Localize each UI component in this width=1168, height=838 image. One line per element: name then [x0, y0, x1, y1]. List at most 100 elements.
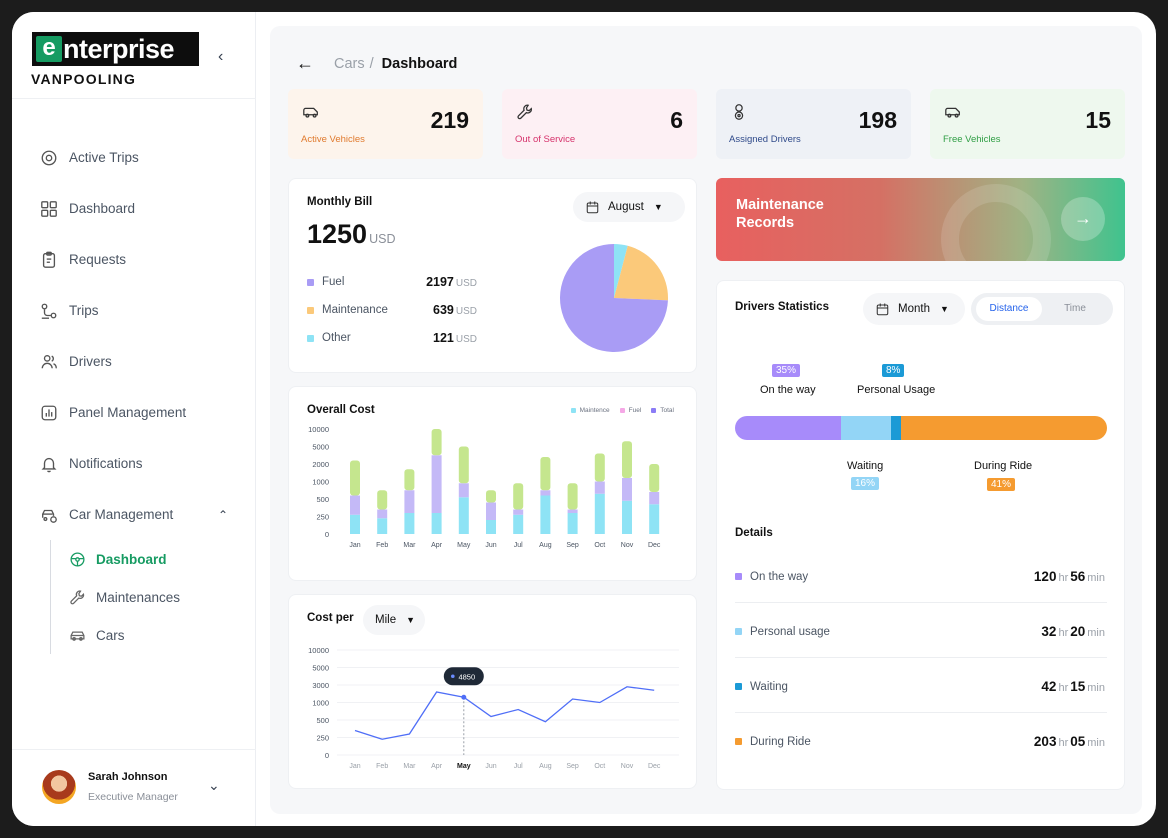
minutes: 56 — [1070, 569, 1086, 584]
bar-segment — [377, 509, 388, 519]
x-tick-label: Aug — [539, 542, 552, 549]
chevron-up-icon[interactable]: ⌃ — [217, 507, 228, 522]
period-select[interactable]: Month ▼ — [863, 293, 965, 325]
bar-segment — [377, 490, 388, 510]
maintenance-records-banner[interactable]: Maintenance Records → — [716, 178, 1125, 261]
legend-item: Total — [651, 407, 674, 414]
submenu-item-maintenances[interactable]: Maintenances — [51, 578, 240, 616]
sidebar-item-dashboard[interactable]: Dashboard — [40, 183, 240, 234]
bar-segment-waiting — [841, 416, 892, 440]
bar-segment — [404, 469, 415, 491]
sidebar-item-active-trips[interactable]: Active Trips — [40, 132, 240, 183]
sidebar-item-requests[interactable]: Requests — [40, 234, 240, 285]
detail-row: On the way 120 hr 56 min — [735, 569, 1107, 584]
stat-card-free-vehicles[interactable]: 15 Free Vehicles — [930, 89, 1125, 159]
legend-item: Fuel — [619, 407, 642, 414]
bill-row-amount: 639 USD — [433, 303, 477, 317]
legend-label: Fuel — [628, 407, 642, 414]
detail-time: 203 hr 05 min — [1034, 734, 1107, 749]
x-tick-label: Jul — [514, 542, 523, 549]
minutes-unit: min — [1087, 572, 1105, 584]
pie-slice-fuel — [560, 244, 668, 352]
detail-label: Personal usage — [750, 625, 830, 638]
gear-icon — [941, 184, 1051, 261]
logo-word: nterprise — [63, 34, 175, 64]
y-tick-label: 1000 — [312, 699, 329, 708]
sidebar-item-panel-management[interactable]: Panel Management — [40, 387, 240, 438]
minutes: 15 — [1070, 679, 1086, 694]
bar-segment — [458, 497, 469, 534]
submenu-item-dashboard[interactable]: Dashboard — [51, 540, 240, 578]
detail-row: Personal usage 32 hr 20 min — [735, 624, 1107, 639]
pct-badge-during-ride: 41% — [987, 478, 1016, 491]
bar-segment-personal-usage — [891, 416, 901, 440]
legend-swatch — [619, 408, 625, 413]
bar-segment — [649, 504, 660, 534]
stat-label: Free Vehicles — [943, 134, 1001, 145]
sidebar-item-label: Car Management — [69, 507, 174, 522]
sidebar-item-label: Drivers — [69, 354, 112, 369]
toggle-time[interactable]: Time — [1064, 303, 1086, 314]
sidebar-item-label: Notifications — [69, 456, 143, 471]
y-tick-label: 250 — [316, 513, 329, 522]
legend-label: Maintence — [579, 407, 610, 414]
sidebar-item-notifications[interactable]: Notifications — [40, 438, 240, 489]
x-tick-label: Mar — [403, 542, 416, 549]
y-tick-label: 250 — [316, 734, 329, 743]
highlight-point[interactable] — [461, 694, 467, 700]
stat-card-out-of-service[interactable]: 6 Out of Service — [502, 89, 697, 159]
card-title: Drivers Statistics — [735, 301, 829, 313]
details-title: Details — [735, 527, 773, 539]
bill-amount-value: 639 — [433, 303, 454, 317]
minutes-unit: min — [1087, 737, 1105, 749]
back-arrow-icon[interactable]: ← — [296, 53, 314, 73]
car-settings-icon — [42, 509, 57, 523]
hours: 32 — [1041, 624, 1057, 639]
breadcrumb-parent[interactable]: Cars — [334, 55, 365, 72]
bar-segment — [594, 493, 605, 534]
submenu-item-cars[interactable]: Cars — [51, 616, 240, 654]
calendar-icon — [586, 201, 599, 213]
bar-segment — [513, 509, 524, 515]
user-profile[interactable]: Sarah Johnson Executive Manager ⌄ — [12, 749, 256, 826]
chevron-down-icon: ▼ — [653, 202, 663, 212]
x-tick-label: Jan — [349, 542, 360, 549]
month-select[interactable]: August ▼ — [573, 192, 685, 222]
chevron-down-icon[interactable]: ⌄ — [208, 777, 220, 793]
bar-segment — [540, 495, 551, 534]
month-value: August — [608, 201, 644, 213]
legend-dot — [735, 628, 742, 635]
unit-select[interactable]: Mile ▼ — [363, 605, 425, 635]
detail-time: 32 hr 20 min — [1041, 624, 1107, 639]
stat-card-active-vehicles[interactable]: 219 Active Vehicles — [288, 89, 483, 159]
enterprise-logo[interactable]: e nterprise — [32, 32, 199, 66]
bar-segment — [622, 500, 632, 534]
sidebar-nav: Active Trips Dashboard Requests Trips Dr… — [40, 132, 240, 654]
tooltip: 4850 — [443, 667, 484, 686]
sidebar-item-drivers[interactable]: Drivers — [40, 336, 240, 387]
legend-dot — [307, 278, 314, 286]
bar-segment — [540, 457, 551, 491]
arrow-right-icon[interactable]: → — [1061, 197, 1105, 241]
bar-segment — [431, 429, 442, 456]
bill-total-currency: USD — [369, 232, 396, 246]
bill-pie-chart — [560, 244, 668, 352]
avatar — [42, 770, 76, 804]
bill-total-value: 1250 — [307, 219, 368, 249]
toggle-distance[interactable]: Distance — [976, 297, 1042, 321]
detail-label: During Ride — [750, 735, 811, 748]
sidebar-item-trips[interactable]: Trips — [40, 285, 240, 336]
y-tick-label: 500 — [316, 716, 329, 725]
sidebar-item-label: Requests — [69, 252, 127, 267]
detail-label: Waiting — [750, 680, 788, 693]
stat-value: 219 — [430, 107, 469, 133]
stat-card-assigned-drivers[interactable]: 198 Assigned Drivers — [716, 89, 911, 159]
chevron-left-icon[interactable]: ‹ — [218, 48, 224, 65]
bar-segment — [350, 495, 360, 515]
wrench-icon — [517, 104, 532, 120]
bar-segment — [431, 455, 442, 513]
sidebar-item-car-management[interactable]: Car Management ⌃ — [40, 489, 240, 540]
bar-segment — [622, 478, 632, 501]
x-tick-label: Oct — [594, 542, 605, 549]
x-tick-label: Aug — [539, 763, 552, 770]
